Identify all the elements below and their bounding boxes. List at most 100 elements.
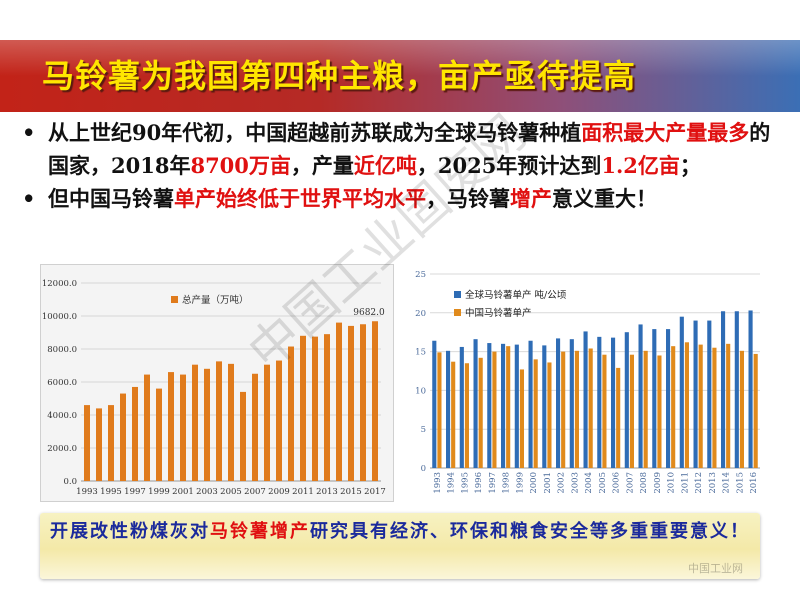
- highlight-segment: 1.2亿亩: [601, 153, 680, 178]
- bar-global-yield: [501, 343, 506, 468]
- bar-china-yield: [684, 342, 689, 468]
- total-production-svg: 0.0 2000.0 4000.0 6000.0 8000.0 10000.0 12000.…: [42, 279, 386, 497]
- x-tick-label: 1995: [460, 472, 470, 494]
- y-tick-label: 5: [421, 425, 426, 435]
- x-tick-label: 1994: [447, 472, 457, 494]
- legend-swatch: [171, 296, 178, 303]
- bar-china-yield: [588, 348, 593, 468]
- x-tick-label: 2007: [244, 487, 266, 497]
- title-banner: [0, 40, 800, 112]
- y-tick-label: 0.0: [63, 477, 77, 487]
- text-segment: 但中国马铃薯: [48, 186, 174, 211]
- corner-watermark: 中国工业网: [688, 562, 743, 575]
- x-tick-label: 1999: [148, 487, 170, 497]
- bar-global-yield: [583, 331, 588, 468]
- x-tick-label: 1993: [433, 472, 443, 494]
- bar-china-yield: [533, 359, 538, 468]
- x-tick-label: 2005: [598, 472, 608, 494]
- bar-total-production: [108, 405, 114, 481]
- text-segment: 的国家，2018年: [48, 120, 771, 178]
- bar-china-yield: [574, 350, 579, 468]
- bar-china-yield: [547, 362, 552, 468]
- bullet-text: 从上世纪90年代初，中国超越前苏联成为全球马铃薯种植面积最大产量最多的国家，20…: [48, 120, 770, 178]
- bar-global-yield: [721, 311, 726, 468]
- text-segment: 意义重大！: [552, 186, 657, 211]
- bullet-list: • 从上世纪90年代初，中国超越前苏联成为全球马铃薯种植面积最大产量最多的国家，…: [22, 116, 782, 215]
- x-tick-label: 2011: [680, 472, 690, 494]
- y-tick-label: 25: [415, 270, 426, 280]
- bar-global-yield: [473, 339, 478, 468]
- x-tick-label: 2011: [292, 487, 314, 497]
- y-tick-label: 20: [415, 309, 426, 319]
- x-tick-label: 2004: [584, 472, 594, 494]
- x-tick-label: 2015: [735, 472, 745, 494]
- x-tick-label: 1996: [474, 472, 484, 494]
- bar-total-production: [132, 386, 138, 481]
- x-tick-label: 2002: [557, 472, 567, 494]
- bullet-item-2: • 但中国马铃薯单产始终低于世界平均水平，马铃薯增产意义重大！: [22, 182, 782, 215]
- bar-total-production: [264, 364, 270, 481]
- bar-total-production: [276, 360, 282, 481]
- x-tick-label: 1997: [488, 472, 498, 494]
- bar-china-yield: [739, 350, 744, 468]
- y-tick-label: 15: [415, 348, 426, 358]
- bar-total-production: [180, 374, 186, 481]
- yield-comparison-chart: 0 5 10 15 20 25 1993 1994 1995 1996 1997 1998 1999 20…: [408, 262, 770, 500]
- legend-swatch: [454, 291, 461, 298]
- bar-china-yield: [478, 357, 483, 468]
- bar-total-production: [168, 372, 174, 481]
- x-tick-label: 2009: [653, 472, 663, 494]
- bar-global-yield: [459, 346, 464, 468]
- text-segment: ，产量: [290, 153, 354, 178]
- x-tick-label: 2007: [625, 472, 635, 494]
- bar-total-production: [144, 374, 150, 481]
- bar-total-production: [204, 368, 210, 481]
- bar-china-yield: [519, 369, 524, 468]
- bar-global-yield: [748, 310, 753, 468]
- bar-global-yield: [638, 324, 643, 468]
- x-tick-label: 1995: [100, 487, 122, 497]
- bar-total-production: [240, 391, 246, 481]
- text-segment: ，马铃薯: [426, 186, 510, 211]
- bar-global-yield: [528, 340, 533, 468]
- y-tick-label: 12000.0: [42, 279, 77, 289]
- page-title: 马铃薯为我国第四种主粮，亩产亟待提高: [42, 57, 637, 95]
- bullet-dot-icon: •: [22, 120, 36, 145]
- bar-global-yield: [432, 340, 437, 468]
- bar-total-production: [228, 363, 234, 481]
- x-tick-label: 2016: [749, 472, 759, 494]
- bar-total-production: [156, 388, 162, 481]
- x-tick-label: 2015: [340, 487, 362, 497]
- bar-china-yield: [437, 352, 442, 468]
- bullet-text: 但中国马铃薯单产始终低于世界平均水平，马铃薯增产意义重大！: [48, 186, 657, 211]
- highlight-segment: 面积最大产量最多: [581, 120, 750, 145]
- text-segment: ；: [679, 153, 701, 178]
- bar-china-yield: [616, 367, 621, 468]
- bar-china-yield: [671, 346, 676, 468]
- x-tick-label: 2017: [364, 487, 386, 497]
- bar-global-yield: [734, 311, 739, 468]
- bar-total-production: [216, 361, 222, 481]
- bar-total-production: [336, 322, 342, 481]
- bullet-dot-icon: •: [22, 186, 36, 211]
- y-tick-label: 8000.0: [47, 345, 77, 355]
- bar-total-production: [84, 405, 90, 481]
- bar-total-production: [324, 334, 330, 481]
- conclusion-segment: 研究具有经济、环保和粮食安全等多重重要意义！: [310, 521, 750, 542]
- bar-china-yield: [506, 346, 511, 468]
- bar-total-production: [360, 324, 366, 481]
- conclusion-segment: 开展改性粉煤灰对: [50, 521, 210, 542]
- bar-china-yield: [643, 350, 648, 468]
- data-label: 9682.0: [353, 308, 385, 318]
- bar-global-yield: [446, 350, 451, 468]
- legend-swatch: [454, 309, 461, 316]
- bar-china-yield: [629, 354, 634, 468]
- bullet-item-1: • 从上世纪90年代初，中国超越前苏联成为全球马铃薯种植面积最大产量最多的国家，…: [22, 116, 782, 182]
- highlight-segment: 近亿吨: [353, 153, 417, 178]
- conclusion-highlight: 马铃薯增产: [210, 521, 310, 542]
- bar-global-yield: [652, 329, 657, 468]
- x-tick-label: 1997: [124, 487, 146, 497]
- x-tick-label: 2012: [694, 472, 704, 494]
- x-tick-label: 2010: [667, 472, 677, 494]
